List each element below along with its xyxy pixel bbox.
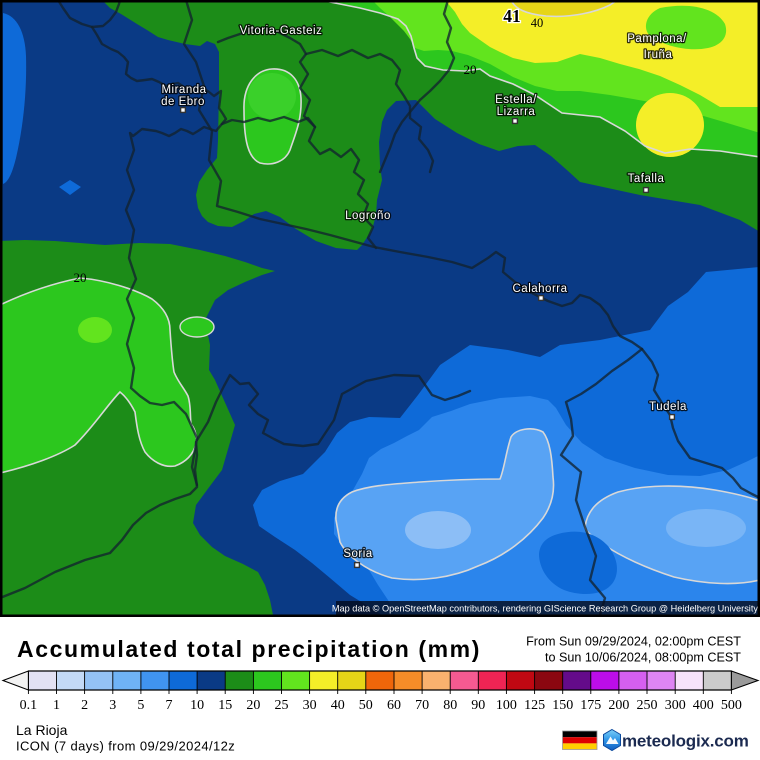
svg-text:250: 250 (637, 698, 658, 713)
svg-text:2: 2 (81, 698, 88, 713)
svg-text:Pamplona/: Pamplona/ (627, 33, 687, 45)
svg-text:41: 41 (503, 6, 521, 26)
svg-text:to Sun 10/06/2024, 08:00pm CES: to Sun 10/06/2024, 08:00pm CEST (545, 651, 741, 665)
svg-text:Calahorra: Calahorra (513, 283, 568, 295)
svg-text:70: 70 (415, 698, 429, 713)
svg-text:100: 100 (496, 698, 517, 713)
svg-text:20: 20 (74, 270, 87, 285)
svg-text:200: 200 (608, 698, 629, 713)
svg-text:400: 400 (693, 698, 714, 713)
svg-text:50: 50 (359, 698, 373, 713)
svg-text:10: 10 (190, 698, 204, 713)
svg-text:Map data © OpenStreetMap contr: Map data © OpenStreetMap contributors, r… (332, 604, 759, 614)
svg-text:20: 20 (464, 62, 477, 77)
svg-text:1: 1 (53, 698, 60, 713)
svg-text:60: 60 (387, 698, 401, 713)
svg-text:90: 90 (471, 698, 485, 713)
svg-text:300: 300 (665, 698, 686, 713)
svg-text:150: 150 (552, 698, 573, 713)
svg-text:From Sun 09/29/2024, 02:00pm C: From Sun 09/29/2024, 02:00pm CEST (526, 635, 741, 649)
svg-text:Iruña: Iruña (644, 49, 673, 61)
svg-text:3: 3 (109, 698, 116, 713)
svg-text:Vitoria-Gasteiz: Vitoria-Gasteiz (240, 25, 323, 37)
svg-text:Miranda: Miranda (161, 84, 206, 96)
svg-text:500: 500 (721, 698, 742, 713)
svg-text:30: 30 (303, 698, 317, 713)
svg-text:Lizarra: Lizarra (497, 106, 536, 118)
svg-text:175: 175 (580, 698, 601, 713)
svg-text:ICON (7 days) from 09/29/2024: ICON (7 days) from 09/29/2024/12z (16, 739, 235, 754)
svg-text:meteologix.com: meteologix.com (622, 732, 749, 751)
svg-text:5: 5 (137, 698, 144, 713)
svg-text:7: 7 (166, 698, 173, 713)
svg-text:40: 40 (531, 16, 544, 30)
svg-text:Tafalla: Tafalla (628, 173, 665, 185)
svg-text:15: 15 (218, 698, 232, 713)
svg-text:20: 20 (246, 698, 260, 713)
svg-text:La Rioja: La Rioja (16, 722, 68, 738)
svg-text:de Ebro: de Ebro (161, 96, 205, 108)
svg-text:125: 125 (524, 698, 545, 713)
svg-text:40: 40 (331, 698, 345, 713)
svg-text:Accumulated total precipitatio: Accumulated total precipitation (mm) (17, 636, 481, 662)
svg-text:80: 80 (443, 698, 457, 713)
svg-text:Soria: Soria (343, 548, 372, 560)
svg-text:Logroño: Logroño (345, 210, 391, 222)
svg-text:Tudela: Tudela (649, 401, 687, 413)
svg-text:Estella/: Estella/ (495, 94, 537, 106)
svg-text:0.1: 0.1 (20, 698, 38, 713)
svg-text:25: 25 (275, 698, 289, 713)
